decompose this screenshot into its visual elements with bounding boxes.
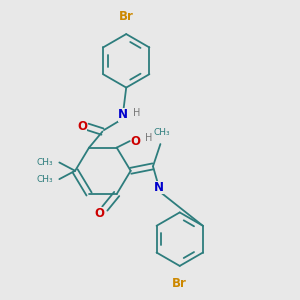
Text: CH₃: CH₃ — [154, 128, 170, 136]
Text: O: O — [77, 120, 87, 133]
Text: N: N — [154, 181, 164, 194]
Text: CH₃: CH₃ — [37, 175, 53, 184]
Text: H: H — [133, 108, 140, 118]
Text: H: H — [145, 133, 152, 143]
Text: O: O — [94, 207, 104, 220]
Text: N: N — [118, 108, 128, 122]
Text: Br: Br — [119, 10, 134, 23]
Text: Br: Br — [172, 277, 187, 290]
Text: O: O — [131, 135, 141, 148]
Text: CH₃: CH₃ — [37, 158, 53, 167]
